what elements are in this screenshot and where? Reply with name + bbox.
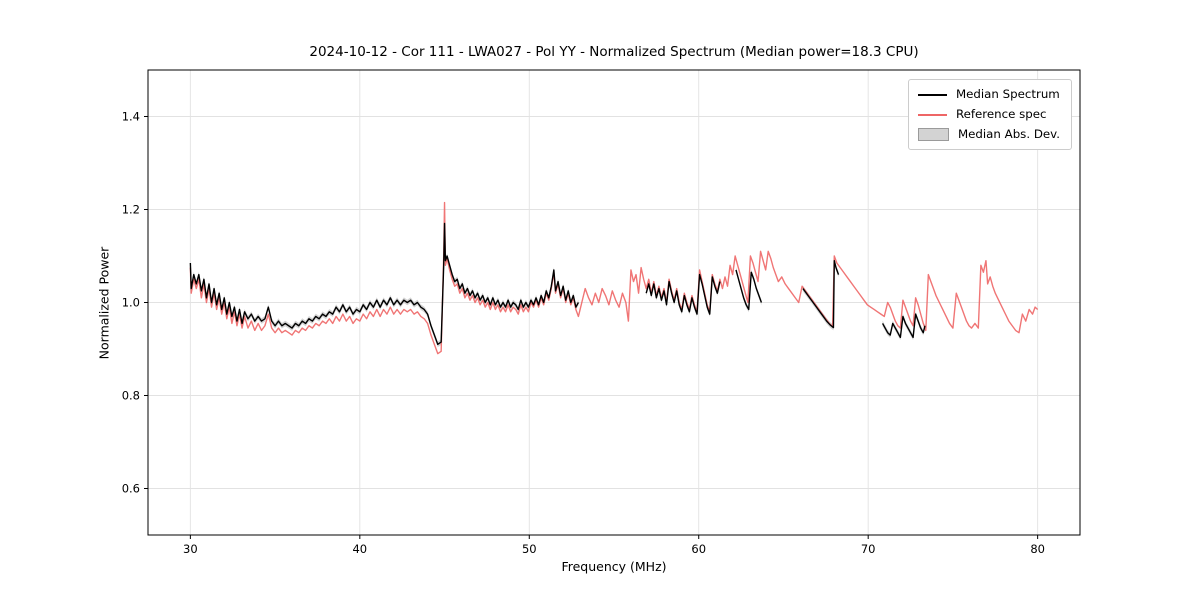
legend-item-median-abs-dev: Median Abs. Dev.	[917, 127, 1060, 142]
legend-label-reference-spec: Reference spec	[955, 107, 1047, 121]
y-tick-label: 0.8	[122, 389, 140, 403]
legend-item-reference-spec: Reference spec	[917, 107, 1060, 122]
x-tick-label: 80	[1030, 542, 1045, 556]
x-tick-label: 40	[352, 542, 367, 556]
legend-label-median-spectrum: Median Spectrum	[955, 87, 1060, 101]
y-tick-label: 1.4	[122, 110, 140, 124]
median-spectrum-line	[645, 273, 721, 315]
chart-title: 2024-10-12 - Cor 111 - LWA027 - Pol YY -…	[309, 44, 919, 60]
median-abs-dev-patch-swatch	[917, 128, 949, 141]
y-tick-label: 1.2	[122, 203, 140, 217]
legend-label-median-abs-dev: Median Abs. Dev.	[957, 127, 1060, 141]
legend-item-median-spectrum: Median Spectrum	[917, 87, 1060, 102]
y-tick-label: 0.6	[122, 482, 140, 496]
median-spectrum-line	[189, 222, 580, 346]
legend: Median Spectrum Reference spec Median Ab…	[907, 79, 1072, 150]
x-tick-label: 50	[522, 542, 537, 556]
x-tick-label: 70	[861, 542, 876, 556]
reference-spec-line-swatch	[917, 113, 947, 116]
median-spectrum-line	[881, 313, 926, 339]
x-tick-label: 30	[183, 542, 198, 556]
x-tick-label: 60	[691, 542, 706, 556]
y-tick-label: 1.0	[122, 296, 140, 310]
x-axis-label: Frequency (MHz)	[561, 559, 667, 574]
reference-spec-line	[189, 201, 1039, 355]
median-spectrum-line	[802, 259, 840, 329]
median-spectrum-line	[735, 269, 763, 311]
y-axis-label: Normalized Power	[96, 246, 112, 360]
median-spectrum-line-swatch	[917, 93, 947, 96]
